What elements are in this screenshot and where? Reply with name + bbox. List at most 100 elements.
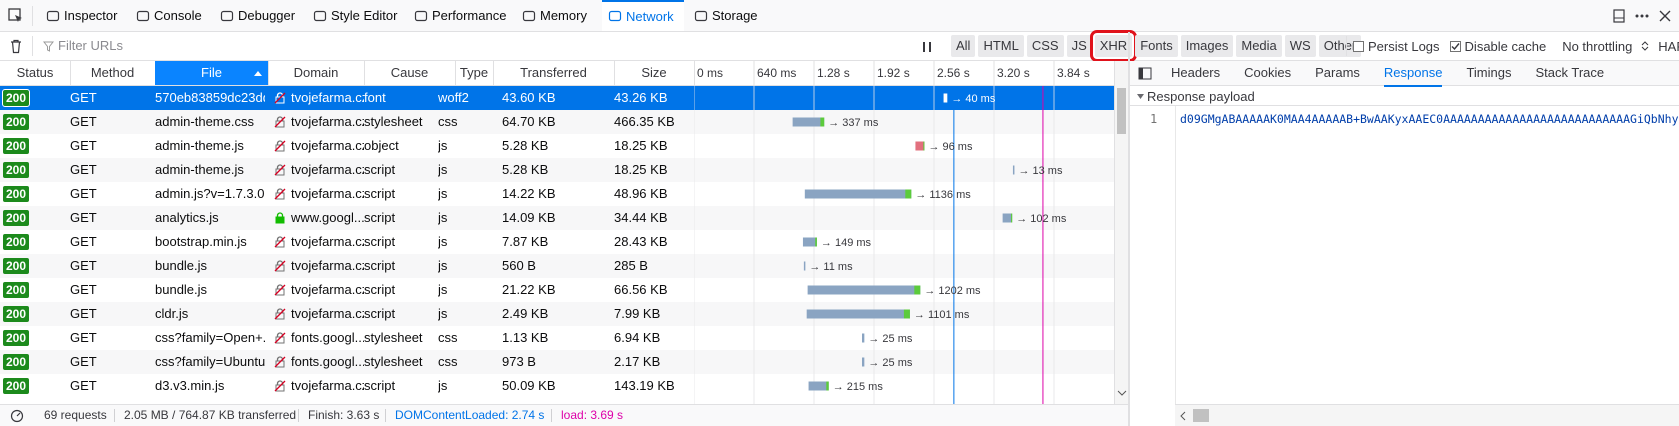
dock-icon[interactable] [1612,9,1626,23]
request-row[interactable]: 200 GET 570eb83859dc23dd... tvojefarma.czfo… [0,86,1114,110]
type-filter-button[interactable]: Media [1236,35,1282,57]
size: 6.94 KB [614,330,661,345]
filter-bar: Filter URLs All HTML CSS JS XHR Fonts Images Me… [0,30,1679,62]
checkbox[interactable] [1449,40,1461,52]
column-label: Domain [293,65,339,80]
details-tab[interactable]: Headers [1171,65,1221,80]
request-row[interactable]: 200 GET admin-theme.css tvojefarma.cz styles… [0,110,1114,134]
label: Persist Logs [1368,38,1440,54]
column-header[interactable]: Size [614,61,695,85]
request-row[interactable]: 200 GET bundle.js tvojefarma.cz script js 560 … [0,254,1114,278]
details-tab[interactable]: Response [1383,61,1443,87]
clear-icon[interactable] [9,39,23,54]
strike [274,356,286,368]
transferred: 64.70 KB [502,114,556,129]
filter-input[interactable]: Filter URLs [58,38,124,53]
devtools-tab[interactable]: Console [130,0,212,31]
details-tab[interactable]: Timings [1466,65,1512,80]
type: js [438,234,448,249]
devtools-tab[interactable]: Inspector [40,0,127,31]
dom-content-loaded: DOMContentLoaded: 2.74 s [395,408,545,422]
column-header[interactable]: Status [0,61,71,85]
request-row[interactable]: 200 GET d3.v3.min.js tvojefarma.cz script js 5… [0,374,1114,398]
splitter[interactable] [1128,32,1130,426]
column-header[interactable]: Cause [364,61,456,85]
collapse-icon[interactable] [1136,93,1145,101]
lock-body [275,384,285,392]
type: js [438,258,448,273]
picker-icon[interactable] [8,8,24,24]
request-row[interactable]: 200 GET admin.js?v=1.7.3.0 tvojefarma.cz scr… [0,182,1114,206]
transfer-size: 2.05 MB / 764.87 KB transferred [124,408,297,422]
insecure-icon [274,332,286,344]
persist-logs[interactable]: Persist Logs [1353,39,1440,54]
type-filter-button[interactable]: JS [1066,35,1092,57]
request-row[interactable]: 200 GET admin-theme.js tvojefarma.cz script j… [0,158,1114,182]
status-badge: 200 [3,114,30,130]
file: admin-theme.js [155,138,244,153]
type-filter-button[interactable]: Fonts [1135,35,1178,57]
column-header[interactable]: Method [70,61,156,85]
lock-body [275,240,285,248]
devtools-tab[interactable]: Storage [688,0,768,31]
scroll-down[interactable] [1117,389,1127,397]
timeline-tick-label: 3.20 s [997,66,1030,80]
type-filter-button[interactable]: HTML [978,35,1024,57]
pause-icon[interactable] [921,41,933,53]
request-row[interactable]: 200 GET cldr.js tvojefarma.cz script js 2.49 K… [0,302,1114,326]
domain: tvojefarma.cz [291,186,364,201]
devtools-tab[interactable]: Debugger [214,0,305,31]
scroll-left[interactable] [1179,411,1187,421]
payload[interactable]: d09GMgABAAAAAK0MAA4AAAAAB+BwAAKyxAAEC0AA… [1180,112,1679,126]
devtools-tab[interactable]: Style Editor [307,0,407,31]
request-row[interactable]: 200 GET bootstrap.min.js tvojefarma.cz scrip… [0,230,1114,254]
column-header[interactable]: Transferred [493,61,615,85]
scrollbar[interactable] [1114,61,1128,404]
checkbox[interactable] [1353,40,1364,52]
har-menu[interactable]: HAR [1658,39,1679,54]
domain: tvojefarma.cz [291,162,364,177]
request-row[interactable]: 200 GET admin-theme.js tvojefarma.cz object j… [0,134,1114,158]
request-row[interactable]: 200 GET bundle.js tvojefarma.cz script js 21.2… [0,278,1114,302]
type-filter-button[interactable]: All [951,35,976,57]
details-tab[interactable]: Cookies [1244,65,1292,80]
type-filter-button[interactable]: CSS [1026,35,1064,57]
details-tab[interactable]: Params [1315,65,1360,80]
file: bundle.js [155,282,208,297]
request-row[interactable]: 200 GET css?family=Open+... fonts.googl... s… [0,326,1114,350]
divider [1130,105,1679,106]
column-header[interactable]: File [155,61,269,85]
tab-icon [414,10,428,22]
cause: script [364,306,396,321]
cause: stylesheet [364,354,423,369]
section-title[interactable]: Response payload [1147,89,1255,104]
size: 18.25 KB [614,162,668,177]
close-icon[interactable] [1658,9,1672,23]
devtools-tab[interactable]: Performance [408,0,516,31]
column-header[interactable]: Type [455,61,494,85]
type: js [438,282,448,297]
h-scrollbar[interactable] [1175,404,1679,426]
disable-cache[interactable]: Disable cache [1449,39,1546,54]
toggle-sidebar-icon[interactable] [1138,67,1152,80]
details-tab[interactable]: Stack Trace [1535,65,1605,80]
scroll-thumb[interactable] [1117,88,1126,134]
perf-icon[interactable] [10,409,24,423]
type-filter-button[interactable]: Other [1318,35,1362,57]
column-header[interactable]: Domain [268,61,365,85]
menu-icon[interactable] [1634,9,1650,23]
transferred: 560 B [502,258,536,273]
lock-body [275,336,285,344]
method: GET [70,306,97,321]
type-filter-button[interactable]: XHR [1089,30,1138,62]
devtools-tab[interactable]: Memory [516,0,597,31]
request-row[interactable]: 200 GET analytics.js www.googl... script js 14… [0,206,1114,230]
throttling[interactable]: No throttling [1562,39,1650,54]
type-filter-button[interactable]: WS [1284,35,1316,57]
status-badge: 200 [3,354,30,370]
scroll-thumb[interactable] [1193,409,1209,422]
size: 18.25 KB [614,138,668,153]
devtools-tab[interactable]: Network [602,0,684,31]
request-row[interactable]: 200 GET css?family=Ubuntu... fonts.googl...… [0,350,1114,374]
type-filter-button[interactable]: Images [1180,35,1234,57]
